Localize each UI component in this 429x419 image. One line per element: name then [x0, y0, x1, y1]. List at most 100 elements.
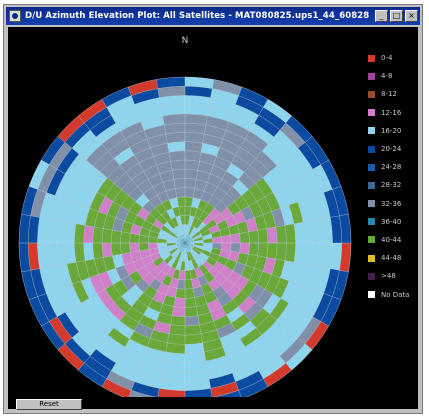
legend-swatch [368, 218, 375, 226]
grid-spoke [127, 86, 183, 235]
plot-cell [170, 160, 185, 171]
plot-cell [57, 263, 73, 288]
grid-spoke [189, 99, 269, 236]
plot-cell [131, 88, 160, 105]
plot-cell [148, 236, 158, 243]
plot-cell [193, 236, 204, 242]
plot-cell [164, 123, 185, 135]
legend-item: 32-36 [368, 195, 418, 213]
legend: 0-4 4-8 8-12 12-16 16-20 20-24 24-28 28-32 32-36… [368, 49, 418, 304]
plot-cell [177, 237, 185, 243]
plot-cell [112, 217, 125, 232]
plot-cell [175, 215, 182, 226]
grid-spoke [41, 159, 178, 239]
plot-cell [209, 97, 236, 114]
plot-cell [120, 243, 131, 255]
minimize-button[interactable]: _ [375, 10, 388, 22]
legend-swatch [368, 72, 375, 80]
plot-cell [102, 243, 113, 258]
plot-cell [121, 195, 136, 211]
plot-cell [204, 124, 227, 140]
plot-cell [284, 243, 296, 263]
reset-button[interactable]: Reset [16, 399, 82, 410]
plot-cell [285, 343, 313, 371]
plot-cell [92, 226, 104, 243]
plot-cell [194, 239, 204, 243]
title-bar[interactable]: D/U Azimuth Elevation Plot: All Satellit… [6, 7, 420, 25]
plot-cell [229, 354, 255, 373]
plot-cell [208, 207, 221, 220]
plot-cell [185, 150, 202, 162]
plot-cell [185, 95, 211, 107]
plot-cell [189, 227, 197, 236]
plot-cell [221, 299, 239, 315]
plot-cell [30, 268, 47, 297]
plot-cell [129, 233, 140, 243]
plot-cell [131, 381, 160, 397]
plot-cell [46, 243, 58, 268]
plot-cell [303, 220, 315, 243]
plot-cell [320, 296, 341, 326]
plot-cell [49, 142, 72, 170]
legend-swatch [368, 181, 375, 189]
plot-cell [185, 123, 206, 135]
plot-cell [46, 218, 58, 243]
plot-cell [129, 139, 151, 156]
plot-cell [81, 165, 101, 188]
plot-cell [226, 121, 250, 140]
plot-cell [245, 254, 258, 269]
plot-cell [102, 334, 126, 355]
plot-cell [177, 243, 185, 249]
plot-cell [185, 252, 189, 262]
legend-swatch [368, 200, 375, 208]
app-icon[interactable] [9, 10, 21, 22]
plot-cell [115, 113, 141, 132]
plot-cell [267, 325, 291, 349]
plot-cell [128, 284, 144, 300]
maximize-button[interactable]: □ [390, 10, 403, 22]
plot-cell [112, 254, 125, 269]
plot-cell [185, 233, 189, 243]
plot-cell [86, 144, 108, 166]
grid-spoke [190, 249, 292, 371]
plot-cell [79, 137, 103, 161]
plot-cell [190, 248, 200, 258]
plot-cell [232, 179, 249, 196]
grid-spoke [192, 159, 329, 239]
plot-cell [114, 172, 132, 190]
plot-cell [199, 252, 209, 261]
plot-cell [272, 187, 289, 209]
close-button[interactable]: × [405, 10, 418, 22]
plot-cell [57, 115, 85, 143]
grid-spoke [41, 247, 178, 327]
plot-cell [175, 243, 185, 247]
plot-cell [305, 321, 329, 350]
plot-cell [63, 284, 82, 308]
plot-cell [232, 261, 246, 276]
plot-cell [254, 214, 267, 231]
plot-cell [161, 211, 172, 222]
plot-cell [191, 258, 199, 269]
plot-cell [107, 165, 126, 184]
plot-cell [264, 192, 281, 212]
plot-cell [214, 272, 228, 286]
polar-plot[interactable]: N [8, 27, 368, 397]
plot-cell [209, 372, 236, 389]
plot-cell [176, 196, 185, 207]
legend-swatch [368, 163, 375, 171]
plot-cell [298, 142, 321, 170]
plot-cell [153, 256, 164, 267]
plot-cell [194, 219, 203, 229]
plot-cell [332, 186, 349, 216]
plot-cell [221, 171, 239, 187]
legend-item: No Data [368, 285, 418, 303]
plot-cell [238, 296, 256, 314]
plot-cell [288, 178, 307, 202]
plot-cell [113, 189, 129, 207]
plot-cell [119, 313, 139, 331]
grid-spoke [193, 185, 342, 241]
plot-cell [172, 306, 185, 317]
plot-cell [166, 286, 177, 298]
plot-cell [37, 243, 49, 269]
plot-cell [197, 274, 209, 287]
